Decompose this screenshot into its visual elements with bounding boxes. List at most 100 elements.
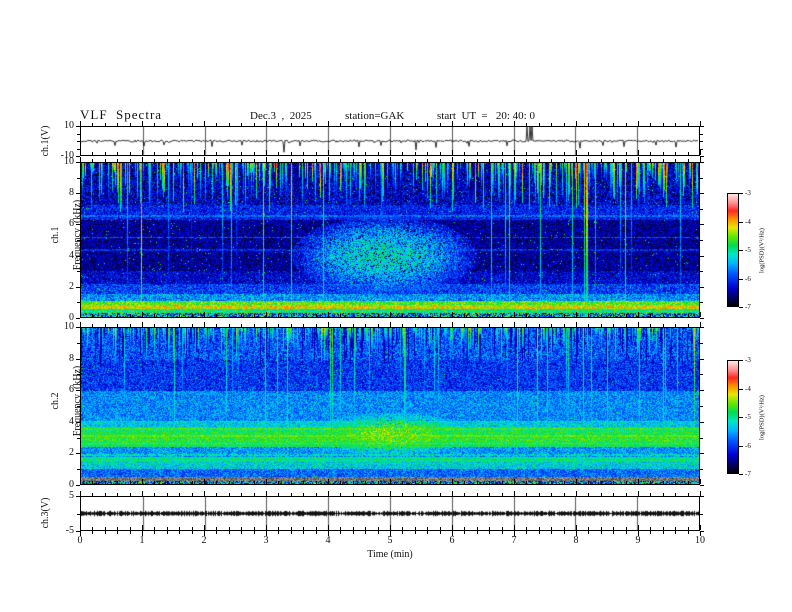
x-tick [278, 159, 279, 162]
time-axis-tick [638, 531, 639, 536]
x-tick [402, 152, 403, 155]
x-tick [675, 481, 676, 484]
x-tick [613, 314, 614, 317]
x-tick [328, 150, 329, 155]
y-tick [700, 149, 703, 150]
x-tick [105, 527, 106, 530]
time-tick-label: 9 [635, 535, 641, 546]
x-tick [427, 123, 428, 126]
x-tick [254, 493, 255, 496]
time-axis-tick [117, 531, 118, 534]
x-tick [142, 479, 143, 484]
x-tick [192, 123, 193, 126]
x-tick [663, 493, 664, 496]
x-tick [551, 152, 552, 155]
x-tick [663, 123, 664, 126]
x-tick [601, 152, 602, 155]
time-axis-tick [365, 531, 366, 534]
x-tick [105, 123, 106, 126]
x-tick [390, 525, 391, 530]
y-tick [700, 485, 704, 486]
x-tick [254, 527, 255, 530]
time-axis-tick [663, 531, 664, 534]
y-tick [76, 193, 80, 194]
x-tick [216, 481, 217, 484]
y-tick [700, 126, 704, 127]
x-tick [440, 324, 441, 327]
x-tick [216, 324, 217, 327]
x-tick [241, 159, 242, 162]
x-tick [638, 322, 639, 327]
ch2-spectrogram-panel [80, 327, 700, 485]
x-tick [291, 527, 292, 530]
time-axis-tick [105, 531, 106, 534]
x-tick [266, 150, 267, 155]
x-tick [477, 152, 478, 155]
x-tick [254, 314, 255, 317]
x-tick [440, 527, 441, 530]
x-tick [638, 479, 639, 484]
x-tick [229, 481, 230, 484]
x-tick [278, 152, 279, 155]
y-tick [700, 469, 703, 470]
y-tick [700, 343, 703, 344]
x-tick [402, 314, 403, 317]
x-tick [241, 493, 242, 496]
colorbar-tick-label: -7 [745, 303, 751, 311]
x-tick [303, 527, 304, 530]
x-tick [303, 481, 304, 484]
time-axis-tick [613, 531, 614, 534]
x-tick [415, 527, 416, 530]
x-tick [278, 481, 279, 484]
x-tick [601, 159, 602, 162]
x-tick [452, 157, 453, 162]
x-tick [130, 527, 131, 530]
time-tick-label: 7 [511, 535, 517, 546]
x-tick [105, 159, 106, 162]
x-tick [328, 322, 329, 327]
x-tick [80, 491, 81, 496]
x-tick [365, 123, 366, 126]
x-tick [663, 527, 664, 530]
x-tick [638, 525, 639, 530]
x-tick [80, 121, 81, 126]
x-tick [514, 322, 515, 327]
x-tick [92, 481, 93, 484]
x-tick [179, 493, 180, 496]
x-tick [204, 479, 205, 484]
x-tick [502, 152, 503, 155]
y-tick-label: 5 [69, 490, 74, 501]
x-tick [154, 159, 155, 162]
time-axis-tick [80, 531, 81, 536]
x-tick [576, 479, 577, 484]
x-tick [613, 324, 614, 327]
time-axis-tick [402, 531, 403, 534]
page-title: VLF Spectra [80, 107, 163, 122]
x-tick [564, 314, 565, 317]
x-tick [489, 324, 490, 327]
x-tick [440, 481, 441, 484]
time-tick-label: 10 [695, 535, 705, 546]
x-tick [700, 479, 701, 484]
x-tick [402, 324, 403, 327]
y-tick [76, 496, 80, 497]
x-tick [613, 527, 614, 530]
y-tick-label: 10 [64, 156, 74, 167]
x-tick [477, 324, 478, 327]
colorbar-tick-label: -4 [745, 218, 751, 226]
x-tick [576, 150, 577, 155]
x-tick [551, 493, 552, 496]
x-tick [613, 123, 614, 126]
x-tick [80, 150, 81, 155]
x-tick [526, 493, 527, 496]
x-tick [452, 479, 453, 484]
x-tick [514, 479, 515, 484]
time-axis-tick [204, 531, 205, 536]
x-tick [539, 159, 540, 162]
y-tick [700, 514, 703, 515]
x-tick [390, 479, 391, 484]
y-tick [700, 256, 704, 257]
x-tick [626, 123, 627, 126]
x-tick [489, 123, 490, 126]
x-tick [142, 312, 143, 317]
